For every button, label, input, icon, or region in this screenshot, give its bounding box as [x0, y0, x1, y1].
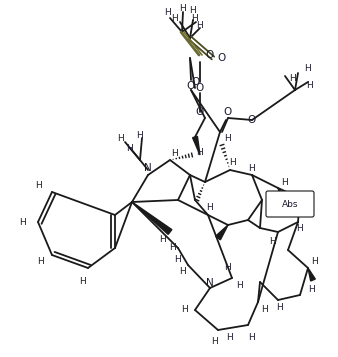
Text: O: O: [196, 83, 204, 93]
Polygon shape: [216, 225, 228, 240]
Text: H: H: [172, 149, 178, 157]
Text: H: H: [225, 134, 232, 142]
FancyBboxPatch shape: [266, 191, 314, 217]
Text: H: H: [226, 333, 233, 342]
Text: Abs: Abs: [282, 200, 298, 208]
Text: H: H: [182, 306, 188, 315]
Text: H: H: [305, 64, 311, 72]
Text: H: H: [34, 181, 41, 190]
Text: H: H: [179, 4, 186, 12]
Text: H: H: [249, 164, 256, 172]
Text: H: H: [270, 237, 276, 246]
Polygon shape: [132, 202, 172, 234]
Text: H: H: [179, 267, 186, 277]
Text: H: H: [212, 337, 218, 347]
Text: H: H: [197, 20, 203, 30]
Text: H: H: [19, 217, 25, 226]
Text: H: H: [290, 74, 296, 82]
Text: H: H: [207, 202, 213, 211]
Text: N: N: [206, 278, 214, 288]
Text: H: H: [309, 286, 315, 295]
Text: H: H: [37, 257, 43, 266]
Text: O: O: [206, 50, 214, 60]
Text: H: H: [225, 263, 232, 272]
Text: H: H: [190, 5, 196, 15]
Text: H: H: [276, 303, 283, 312]
Text: H: H: [230, 157, 236, 166]
Text: H: H: [127, 144, 134, 152]
Text: H: H: [160, 236, 166, 245]
Text: H: H: [137, 131, 143, 140]
Text: H: H: [297, 223, 304, 232]
Text: O: O: [248, 115, 256, 125]
Text: H: H: [262, 306, 268, 315]
Text: N: N: [144, 163, 152, 173]
Polygon shape: [193, 136, 200, 155]
Text: H: H: [282, 177, 288, 186]
Text: H: H: [197, 147, 203, 156]
Text: H: H: [307, 80, 313, 90]
Text: O: O: [224, 107, 232, 117]
Text: H: H: [237, 281, 243, 290]
Text: O: O: [187, 81, 195, 91]
Text: H: H: [192, 14, 198, 22]
Text: H: H: [170, 243, 176, 252]
Text: H: H: [172, 14, 178, 22]
Text: H: H: [312, 257, 318, 266]
Text: H: H: [175, 256, 182, 265]
Text: H: H: [165, 7, 171, 16]
Text: O: O: [196, 107, 204, 117]
Text: H: H: [299, 191, 305, 200]
Text: H: H: [249, 333, 256, 342]
Text: H: H: [305, 196, 311, 205]
Text: H: H: [117, 134, 123, 142]
Text: O: O: [218, 53, 226, 63]
Text: O: O: [192, 77, 200, 87]
Text: H: H: [79, 277, 86, 287]
Polygon shape: [278, 188, 289, 205]
Polygon shape: [308, 268, 315, 281]
